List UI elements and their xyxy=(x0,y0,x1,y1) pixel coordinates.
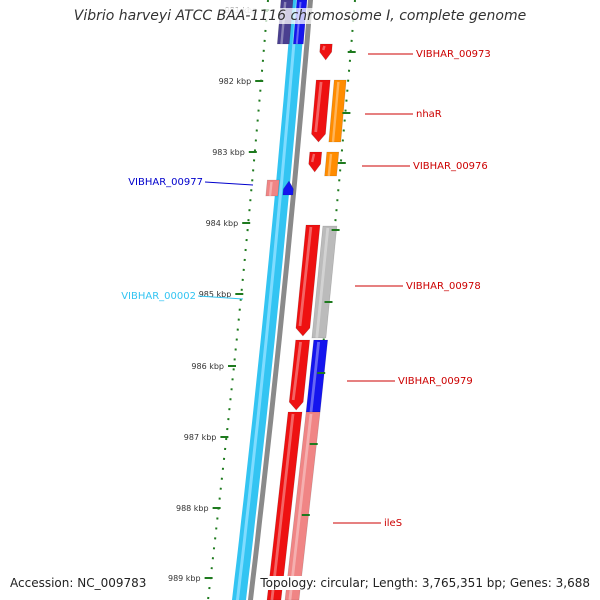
kbp-tick-label: 985 kbp xyxy=(199,290,232,299)
kbp-tick-label: 982 kbp xyxy=(219,77,252,86)
gene-vibhar-00976-orange xyxy=(324,151,340,177)
gene-vibhar-00976-red xyxy=(308,151,323,173)
accession-text: Accession: NC_009783 xyxy=(8,576,149,590)
gene-vibhar-00979-red-sheen xyxy=(291,341,302,401)
gene-ileS-pink-sheen xyxy=(288,413,313,600)
backbone-cyan-highlight xyxy=(236,0,299,600)
gene-vibhar-00979-red xyxy=(288,339,311,411)
backbone-gray-band xyxy=(248,0,313,600)
kbp-tick-label: 989 kbp xyxy=(168,574,201,583)
gene-label-leader xyxy=(197,295,244,300)
gene-label-leader xyxy=(204,181,254,186)
gene-vibhar-00973 xyxy=(319,43,333,61)
kbp-tick-label: 988 kbp xyxy=(176,504,209,513)
gene-vibhar-00977-blue xyxy=(282,180,294,196)
gene-label: VIBHAR_00978 xyxy=(406,281,481,292)
gene-label: VIBHAR_00977 xyxy=(128,177,203,188)
kbp-tick-label: 984 kbp xyxy=(206,219,239,228)
kbp-tick-label: 986 kbp xyxy=(191,362,224,371)
backbone xyxy=(232,0,313,600)
gene-nhaR-red xyxy=(311,79,331,143)
map-title: Vibrio harveyi ATCC BAA-1116 chromosome … xyxy=(0,8,600,24)
topology-text: Topology: circular; Length: 3,765,351 bp… xyxy=(258,576,592,590)
gene-vibhar-00977-pink xyxy=(265,179,280,197)
gene-vibhar-00978-gray-sheen xyxy=(315,227,330,339)
gene-vibhar-00978-red-sheen xyxy=(298,226,313,327)
kbp-tick-label: 983 kbp xyxy=(212,148,245,157)
gene-ileS-pink xyxy=(284,411,321,600)
gene-label: VIBHAR_00976 xyxy=(413,161,488,172)
gene-vibhar-00978-red xyxy=(295,224,321,337)
inner-dotted-guide xyxy=(207,0,269,600)
gene-vibhar-00976-red-sheen xyxy=(311,153,316,163)
gene-vibhar-00977-pink-sheen xyxy=(268,181,273,197)
gene-features xyxy=(265,0,347,600)
gene-nhaR-orange xyxy=(328,79,347,143)
gene-vibhar-00978-gray xyxy=(311,225,338,339)
gene-nhaR-orange-sheen xyxy=(331,81,340,143)
gene-vibhar-00973-sheen xyxy=(322,45,326,51)
gene-label: VIBHAR_00002 xyxy=(121,291,196,302)
kbp-tick-label: 987 kbp xyxy=(184,433,217,442)
gene-vibhar-00976-orange-sheen xyxy=(327,153,333,177)
gene-label: ileS xyxy=(384,518,402,529)
gene-nhaR-red-sheen xyxy=(314,81,323,133)
gene-label: VIBHAR_00973 xyxy=(416,49,491,60)
gene-label: nhaR xyxy=(416,109,442,120)
gene-labels: VIBHAR_00973 nhaR VIBHAR_00976 VIBHAR_00977… xyxy=(121,49,491,529)
gene-ileS-red xyxy=(266,411,303,600)
gene-vibhar-00979-blue-sheen xyxy=(309,341,320,413)
gene-label: VIBHAR_00979 xyxy=(398,376,473,387)
gene-ileS-red-sheen xyxy=(270,413,295,600)
